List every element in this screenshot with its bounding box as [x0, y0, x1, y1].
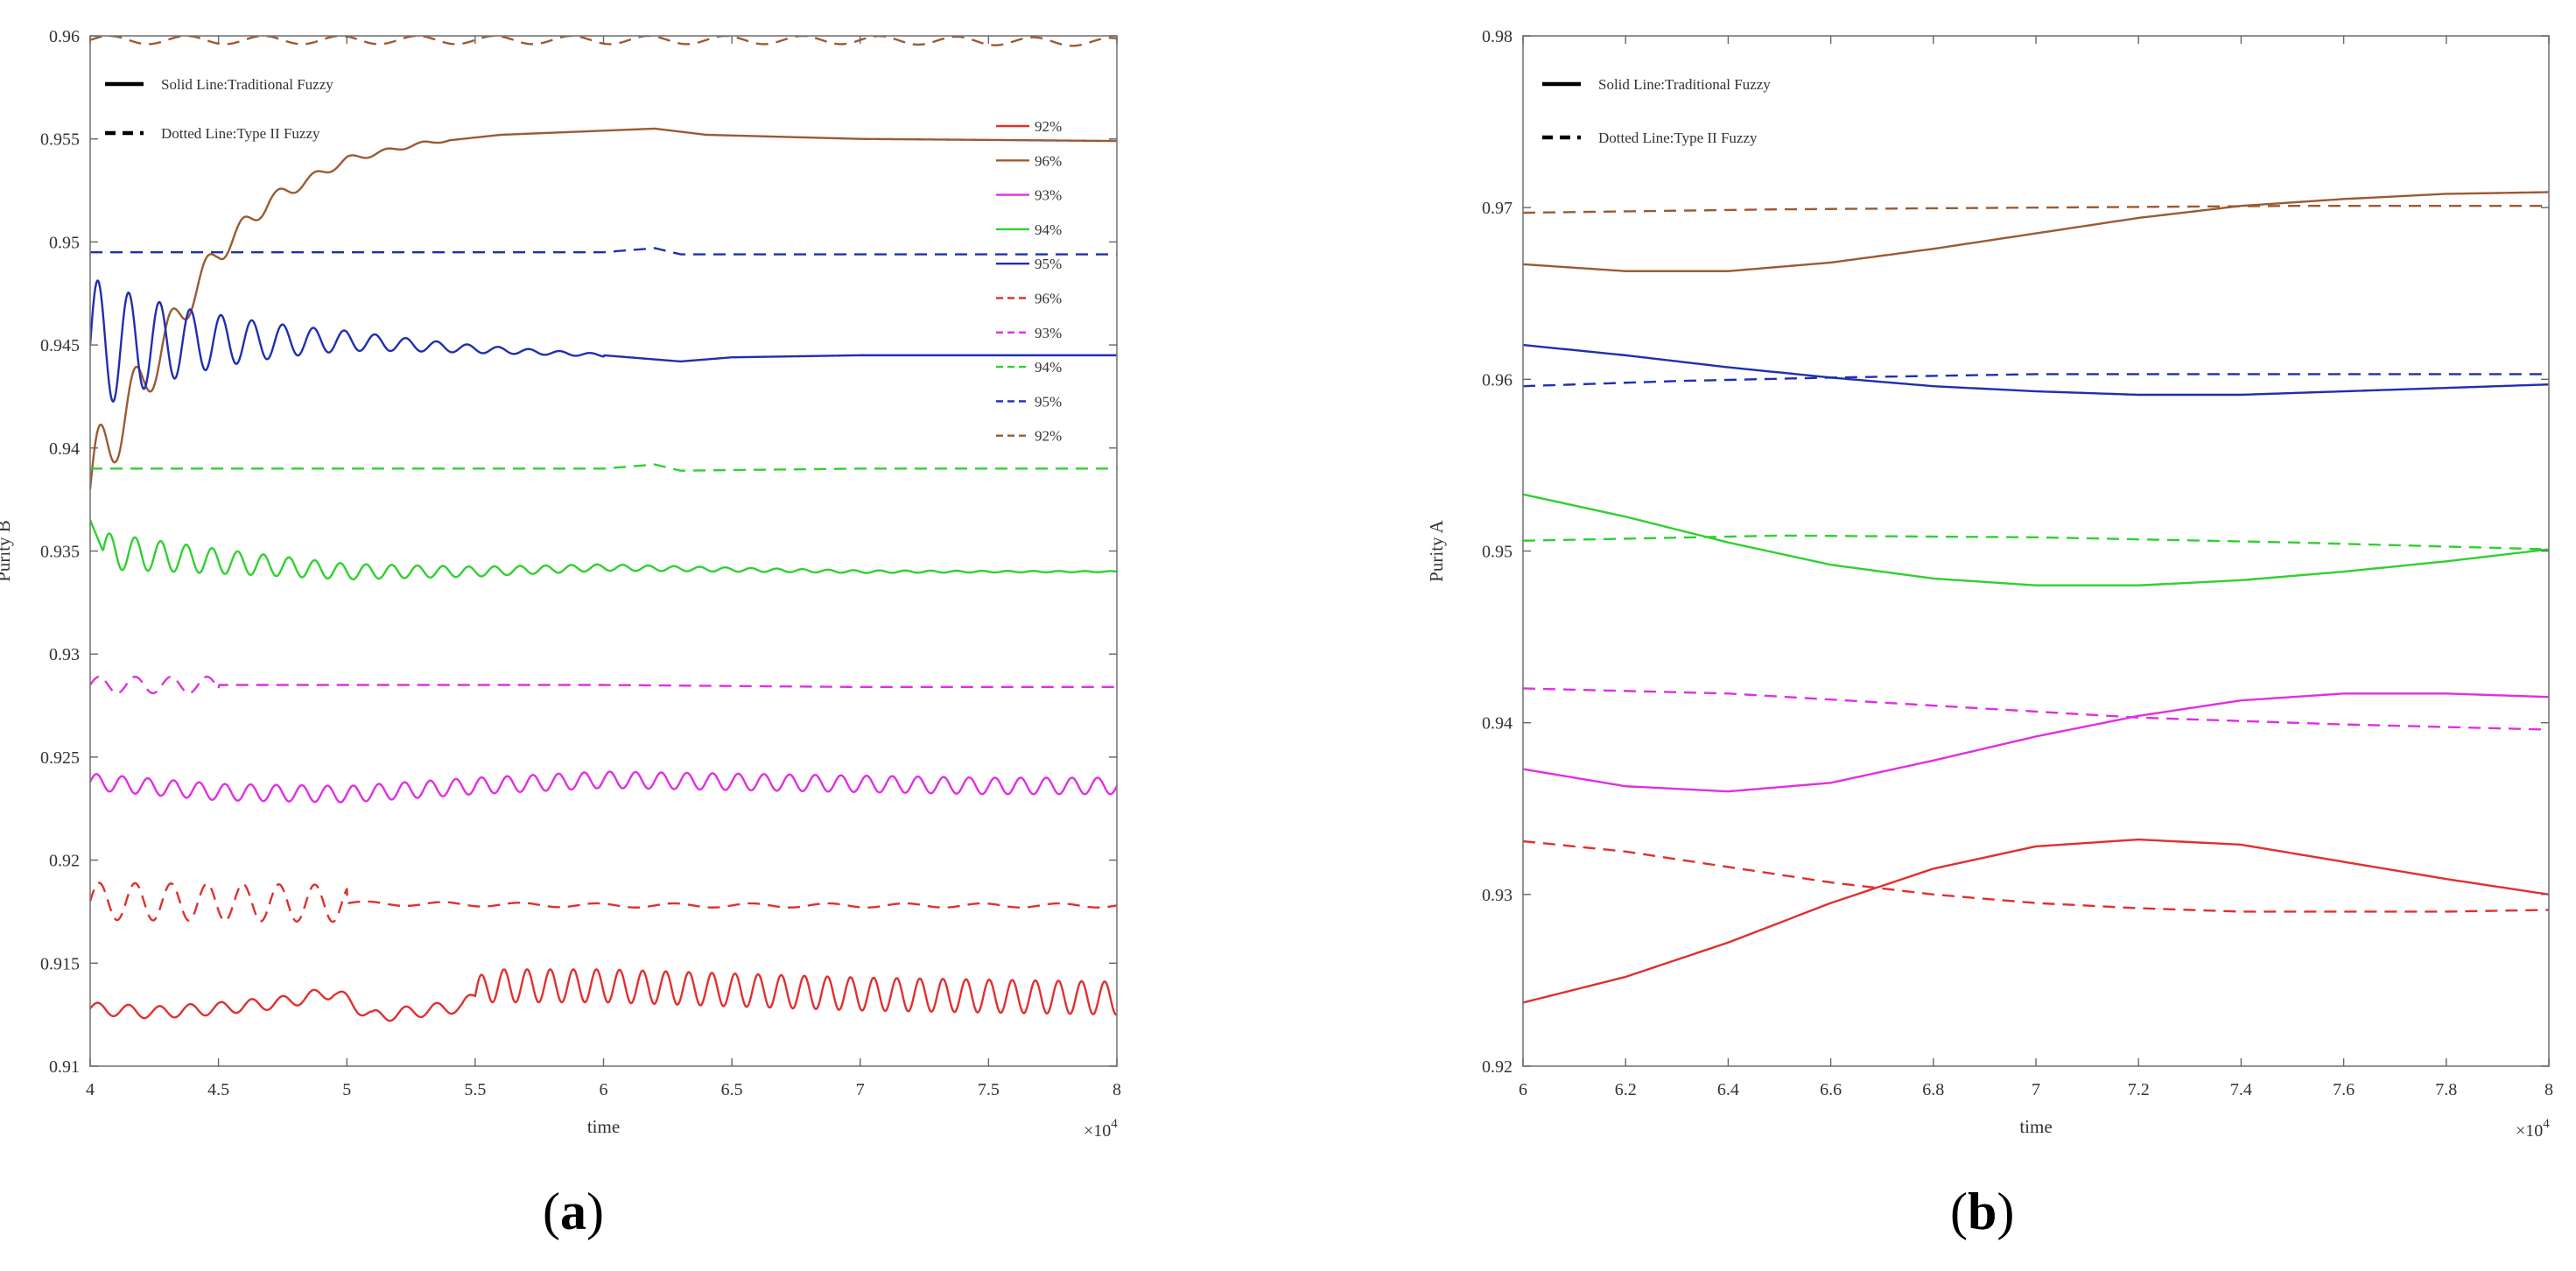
x-tick-label-b-3: 6.6 — [1820, 1080, 1842, 1099]
series-line-a-4-blue-solid — [90, 279, 1117, 403]
x-tick-label-b-4: 6.8 — [1922, 1080, 1944, 1099]
series-line-b-5-green-dashed — [1523, 534, 2549, 551]
chart-a: 4 4.5 5 5.5 6 6.5 7 7.5 8 0.91 0.915 0.92 0.925 0.93 0… — [0, 27, 1121, 1141]
y-tick-label-b-0: 0.92 — [1482, 1057, 1513, 1077]
x-tick-label-b-1: 6.2 — [1615, 1080, 1637, 1099]
x-tick-label-b-5: 7 — [2032, 1080, 2040, 1099]
series-line-b-1-brown-dashed — [1523, 205, 2549, 214]
series-legend-label-4-95pct: 95% — [1035, 256, 1062, 272]
x-tick-label-b-7: 7.4 — [2230, 1080, 2252, 1099]
x-tick-label-b-0: 6 — [1519, 1080, 1527, 1099]
series-legend-label-3-94pct: 94% — [1035, 221, 1062, 238]
y-tick-label-a-2: 0.92 — [49, 852, 80, 871]
x-tick-label-a-0: 4 — [86, 1080, 95, 1099]
y-tick-label-b-3: 0.95 — [1482, 543, 1513, 562]
x-multiplier-b: ×104 — [2516, 1117, 2550, 1141]
style-legend-label-a-dashed: Dotted Line:Type II Fuzzy — [161, 125, 320, 142]
panel-label-b: (b) — [1950, 1183, 2015, 1240]
y-tick-label-a-0: 0.91 — [49, 1057, 80, 1077]
y-tick-label-a-8: 0.95 — [49, 233, 80, 252]
style-legend-label-a-solid: Solid Line:Traditional Fuzzy — [161, 76, 333, 93]
x-tick-label-a-6: 7 — [856, 1080, 865, 1099]
x-axis-label-b: time — [2019, 1116, 2052, 1137]
series-legend-label-7-94pct: 94% — [1035, 359, 1062, 376]
y-tick-label-a-10: 0.96 — [49, 27, 80, 46]
plot-area-b — [1523, 191, 2549, 1004]
x-tick-label-a-3: 5.5 — [464, 1080, 486, 1099]
x-tick-label-b-9: 7.8 — [2435, 1080, 2457, 1099]
series-line-b-3-blue-dashed — [1523, 373, 2549, 388]
x-tick-label-b-2: 6.4 — [1717, 1080, 1739, 1099]
series-legend-label-9-92pct: 92% — [1035, 428, 1062, 445]
series-line-b-8-red-solid — [1523, 838, 2549, 1004]
series-line-b-6-magenta-solid — [1523, 692, 2549, 793]
x-tick-label-b-6: 7.2 — [2128, 1080, 2150, 1099]
x-tick-label-a-4: 6 — [600, 1080, 608, 1099]
series-legend-label-5-96pct: 96% — [1035, 291, 1062, 307]
x-multiplier-a: ×104 — [1084, 1117, 1118, 1141]
style-legend-label-b-dashed: Dotted Line:Type II Fuzzy — [1598, 130, 1758, 146]
y-tick-label-a-6: 0.94 — [49, 439, 80, 459]
series-line-b-9-red-dashed — [1523, 839, 2549, 913]
x-tick-label-a-2: 5 — [342, 1080, 351, 1099]
y-tick-label-b-5: 0.97 — [1482, 199, 1513, 218]
y-tick-label-b-4: 0.96 — [1482, 370, 1513, 390]
series-line-b-7-magenta-dashed — [1523, 687, 2549, 731]
series-line-a-7-green-dashed — [90, 463, 1117, 472]
y-tick-label-a-4: 0.93 — [49, 645, 80, 664]
series-line-a-2-magenta-solid — [90, 770, 1117, 804]
y-tick-label-a-3: 0.925 — [40, 748, 80, 768]
series-legend-label-2-93pct: 93% — [1035, 187, 1062, 204]
series-line-b-4-green-solid — [1523, 493, 2549, 586]
x-tick-label-a-7: 7.5 — [978, 1080, 1000, 1099]
series-line-a-1-brown-solid — [90, 127, 1117, 489]
series-line-a-0-red-solid — [90, 968, 1117, 1022]
series-line-a-8-blue-dashed — [90, 247, 1117, 256]
y-tick-label-b-1: 0.93 — [1482, 886, 1513, 905]
y-tick-label-a-9: 0.955 — [40, 130, 80, 150]
x-tick-label-b-8: 7.6 — [2333, 1080, 2355, 1099]
style-legend-label-b-solid: Solid Line:Traditional Fuzzy — [1598, 76, 1771, 93]
x-tick-label-a-5: 6.5 — [721, 1080, 743, 1099]
series-legend-label-8-95pct: 95% — [1035, 393, 1062, 410]
series-line-a-5-red-dashed — [90, 881, 1117, 923]
series-line-a-3-green-solid — [90, 519, 1117, 581]
x-tick-label-a-1: 4.5 — [207, 1080, 229, 1099]
x-tick-label-b-10: 8 — [2544, 1080, 2553, 1099]
y-tick-label-a-1: 0.915 — [40, 954, 80, 973]
y-tick-label-b-2: 0.94 — [1482, 714, 1513, 734]
series-legend-label-0-92pct: 92% — [1035, 118, 1062, 135]
y-tick-label-a-5: 0.935 — [40, 543, 80, 562]
y-tick-label-a-7: 0.945 — [40, 336, 80, 355]
series-legend-label-1-96pct: 96% — [1035, 152, 1062, 169]
series-legend-label-6-93pct: 93% — [1035, 325, 1062, 341]
series-line-a-6-magenta-dashed — [90, 675, 1117, 695]
x-tick-label-a-8: 8 — [1113, 1080, 1121, 1099]
axes-box-a — [89, 35, 1118, 1067]
series-line-b-0-brown-solid — [1523, 191, 2549, 272]
chart-b: 6 6.2 6.4 6.6 6.8 7 7.2 7.4 7.6 7.8 8 0.92 0.93 0.94 0… — [1426, 27, 2553, 1141]
y-axis-label-b: Purity A — [1426, 519, 1447, 581]
panel-label-a: (a) — [543, 1183, 604, 1240]
x-axis-label-a: time — [587, 1116, 620, 1137]
plot-area-a — [90, 36, 1117, 1022]
y-axis-label-a: Purity B — [0, 520, 14, 582]
y-tick-label-b-6: 0.98 — [1482, 27, 1513, 46]
series-line-b-2-blue-solid — [1523, 343, 2549, 397]
